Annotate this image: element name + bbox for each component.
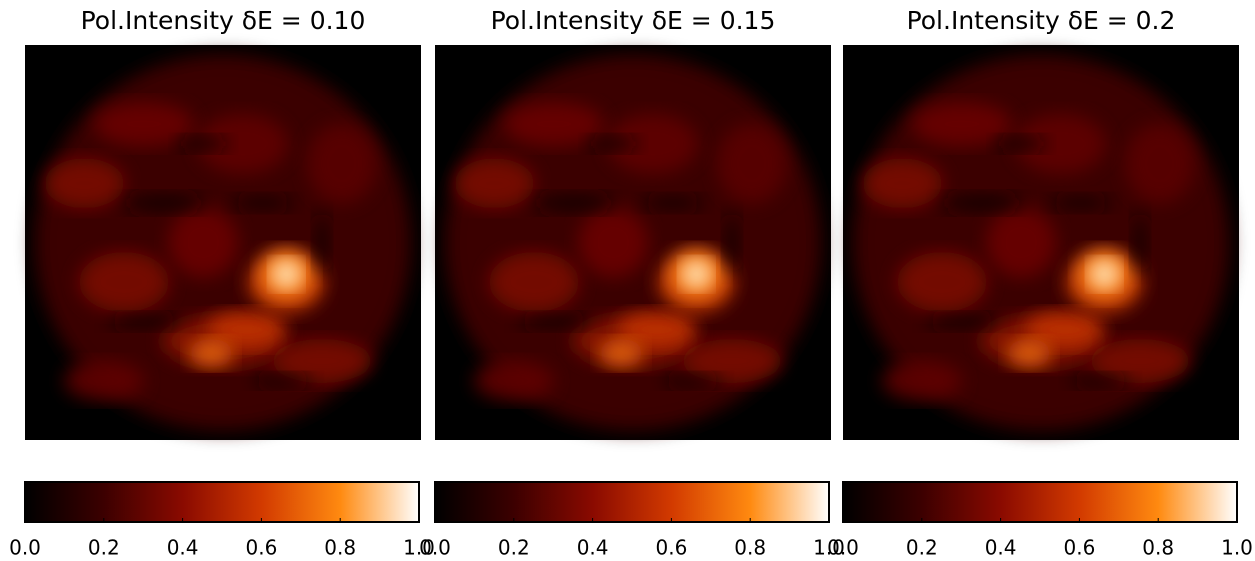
colorbar-tick-label: 0.2 [498, 536, 530, 560]
dark-lane [1132, 212, 1148, 273]
colorbar-tick-label: 0.2 [906, 536, 938, 560]
dark-lane [941, 193, 1022, 213]
colorbar-tick-label: 1.0 [813, 536, 845, 560]
emission [503, 102, 604, 146]
emission [986, 207, 1057, 278]
emission [882, 360, 963, 401]
emission [168, 207, 239, 278]
colorbar-tick-label: 0.0 [419, 536, 451, 560]
panel-title: Pol.Intensity δE = 0.15 [491, 6, 776, 35]
panel-title: Pol.Intensity δE = 0.10 [81, 6, 366, 35]
heat-image [445, 54, 821, 431]
colorbar-tick-label: 0.0 [9, 536, 41, 560]
dark-lane [252, 373, 313, 388]
emission [599, 339, 644, 368]
colorbar-tick-label: 0.6 [245, 536, 277, 560]
emission [1024, 311, 1105, 348]
colorbar [24, 481, 420, 523]
dark-lane [1050, 195, 1111, 211]
dark-lane [518, 313, 589, 330]
emission [474, 360, 555, 401]
colorbar-tick-label: 0.8 [734, 536, 766, 560]
colorbar-tick-label: 0.8 [324, 536, 356, 560]
emission [578, 207, 649, 278]
colorbar-tick-label: 0.6 [1063, 536, 1095, 560]
emission [1090, 339, 1190, 383]
colorbar-tick-label: 0.6 [655, 536, 687, 560]
dark-lane [996, 135, 1047, 152]
emission [64, 360, 145, 401]
dark-lane [314, 212, 330, 273]
emission [489, 252, 579, 312]
emission [716, 123, 787, 204]
emission [306, 123, 377, 204]
colorbar-tick-label: 0.0 [827, 536, 859, 560]
emission [79, 252, 169, 312]
emission [616, 311, 697, 348]
colorbar-tick-label: 0.8 [1142, 536, 1174, 560]
emission [682, 260, 711, 289]
dark-lane [926, 313, 997, 330]
emission [272, 260, 301, 289]
colorbar [842, 481, 1238, 523]
colorbar-tick-label: 0.4 [577, 536, 609, 560]
emission [272, 339, 372, 383]
dark-lane [642, 195, 703, 211]
dark-lane [232, 195, 293, 211]
dark-lane [1070, 373, 1131, 388]
heat-image [35, 54, 411, 431]
emission [607, 113, 698, 174]
dark-lane [533, 193, 614, 213]
colorbar-tick-label: 0.4 [985, 536, 1017, 560]
emission [862, 158, 943, 209]
emission [93, 102, 194, 146]
dark-lane [123, 193, 204, 213]
colorbar-tick-label: 0.4 [167, 536, 199, 560]
dark-lane [108, 313, 179, 330]
colorbar-tick-label: 0.2 [88, 536, 120, 560]
colorbar [434, 481, 830, 523]
dark-lane [178, 135, 229, 152]
emission [1015, 113, 1106, 174]
emission [189, 339, 234, 368]
emission [197, 113, 288, 174]
emission [682, 339, 782, 383]
colorbar-tick-label: 1.0 [1221, 536, 1253, 560]
panel-title: Pol.Intensity δE = 0.2 [907, 6, 1176, 35]
dark-lane [588, 135, 639, 152]
emission [1090, 260, 1119, 289]
dark-lane [724, 212, 740, 273]
heat-image [853, 54, 1229, 431]
emission [44, 158, 125, 209]
dark-lane [662, 373, 723, 388]
emission [897, 252, 987, 312]
emission [1007, 339, 1052, 368]
emission [206, 311, 287, 348]
emission [911, 102, 1012, 146]
emission [454, 158, 535, 209]
colorbar-tick-label: 1.0 [403, 536, 435, 560]
emission [1124, 123, 1195, 204]
